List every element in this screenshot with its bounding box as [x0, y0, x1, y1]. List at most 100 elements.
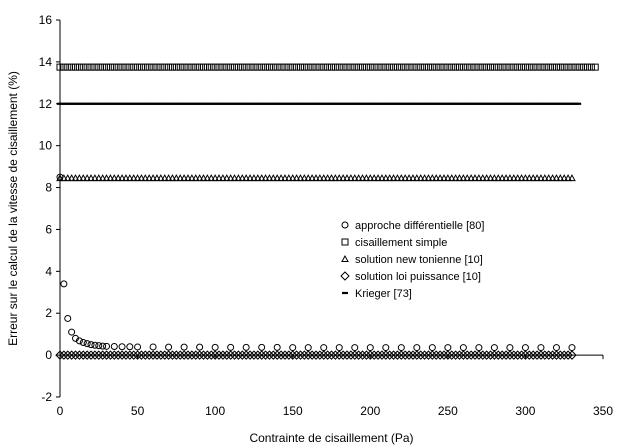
data-point	[328, 63, 335, 71]
data-point	[95, 342, 103, 350]
data-point	[125, 174, 134, 182]
data-point	[471, 63, 479, 71]
x-tick-label: 100	[205, 404, 225, 418]
data-point	[513, 174, 522, 182]
data-point	[485, 350, 496, 360]
data-point	[537, 174, 545, 182]
data-point	[86, 350, 96, 360]
data-point	[114, 63, 122, 71]
data-point	[200, 63, 208, 71]
data-point	[528, 350, 538, 360]
data-point	[225, 350, 236, 360]
data-point	[118, 343, 126, 351]
data-point	[246, 174, 254, 182]
data-point	[91, 63, 99, 71]
data-point	[176, 174, 185, 182]
data-point	[296, 63, 304, 71]
series-square	[56, 63, 599, 71]
data-point	[475, 63, 483, 71]
data-point	[140, 350, 151, 360]
data-point	[547, 350, 558, 360]
data-point	[82, 350, 92, 360]
data-point	[149, 63, 157, 71]
data-point	[319, 174, 328, 182]
data-point	[459, 63, 467, 71]
data-point	[381, 350, 391, 360]
data-point	[316, 174, 324, 182]
data-point	[211, 174, 219, 182]
legend-marker	[341, 254, 349, 262]
data-point	[351, 344, 359, 352]
data-point	[431, 350, 441, 360]
data-point	[490, 174, 499, 182]
data-point	[322, 350, 333, 360]
data-point	[475, 344, 483, 352]
data-point	[541, 63, 549, 71]
data-point	[219, 174, 227, 182]
data-point	[202, 350, 213, 360]
data-point	[479, 63, 487, 71]
data-point	[545, 63, 553, 71]
data-point	[68, 63, 76, 71]
data-point	[339, 63, 347, 71]
data-point	[207, 174, 216, 182]
data-point	[378, 174, 386, 182]
data-point	[157, 63, 165, 71]
data-point	[358, 174, 367, 182]
data-point	[424, 63, 432, 71]
data-point	[79, 63, 87, 71]
data-point	[501, 350, 511, 360]
data-point	[258, 63, 266, 71]
data-point	[242, 343, 250, 351]
data-point	[518, 63, 526, 71]
data-point	[264, 350, 275, 360]
data-point	[377, 350, 387, 360]
data-point	[99, 342, 107, 350]
data-point	[262, 63, 270, 71]
data-point	[90, 350, 100, 360]
data-point	[114, 174, 123, 182]
data-point	[160, 174, 169, 182]
data-point	[231, 63, 239, 71]
data-point	[330, 350, 341, 360]
data-point	[280, 350, 290, 360]
data-point	[141, 174, 150, 182]
data-point	[397, 174, 406, 182]
data-point	[378, 63, 386, 71]
series-layer	[55, 63, 599, 360]
legend-label: cisaillement simple	[355, 237, 447, 249]
legend-item: solution loi puissance [10]	[340, 271, 481, 283]
data-point	[110, 63, 118, 71]
data-point	[568, 174, 576, 182]
data-point	[222, 174, 231, 182]
data-point	[132, 350, 143, 360]
data-point	[516, 350, 527, 360]
data-point	[362, 63, 370, 71]
data-point	[141, 63, 149, 71]
data-point	[390, 63, 398, 71]
x-axis-ticks: 0 50 100 150 200 250 300 350	[57, 355, 613, 418]
data-point	[245, 350, 255, 360]
data-point	[167, 350, 178, 360]
data-point	[67, 174, 76, 182]
data-point	[502, 174, 510, 182]
data-point	[269, 63, 277, 71]
data-point	[474, 350, 484, 360]
data-point	[98, 174, 107, 182]
y-tick-label: 8	[45, 181, 52, 195]
data-point	[128, 350, 139, 360]
data-point	[448, 63, 456, 71]
legend-item: Krieger [73]	[342, 288, 412, 300]
data-point	[211, 63, 219, 71]
data-point	[183, 350, 193, 360]
data-point	[253, 174, 262, 182]
data-point	[556, 63, 564, 71]
data-point	[350, 174, 359, 182]
data-point	[357, 350, 368, 360]
data-point	[260, 350, 271, 360]
legend-item: cisaillement simple	[341, 237, 447, 249]
legend-label: solution new tonienne [10]	[355, 254, 483, 266]
data-point	[529, 63, 537, 71]
data-point	[521, 344, 529, 352]
data-point	[463, 174, 472, 182]
